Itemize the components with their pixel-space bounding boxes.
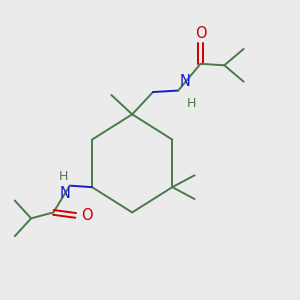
Text: N: N [179, 74, 190, 89]
Text: H: H [187, 97, 196, 110]
Text: O: O [195, 26, 207, 40]
Text: N: N [59, 186, 70, 201]
Text: H: H [59, 170, 68, 183]
Text: O: O [81, 208, 93, 223]
